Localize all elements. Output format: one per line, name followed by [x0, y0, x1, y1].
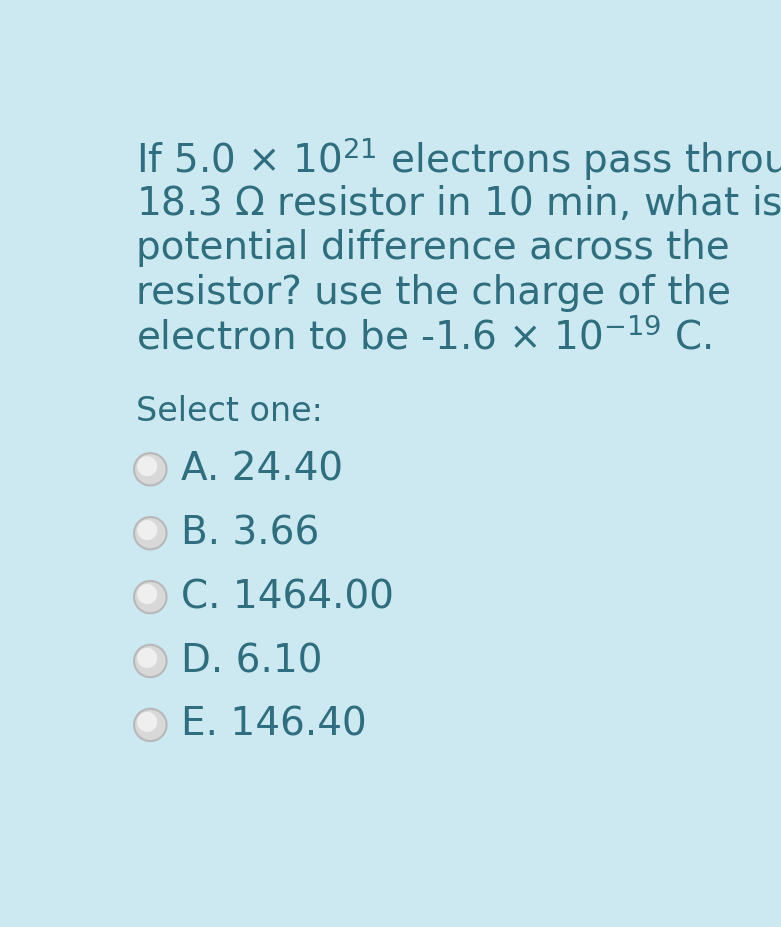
Circle shape [137, 584, 157, 604]
Circle shape [134, 709, 166, 741]
Circle shape [137, 712, 157, 731]
Text: B. 3.66: B. 3.66 [181, 514, 319, 552]
Text: 18.3 $\Omega$ resistor in 10 min, what is the: 18.3 $\Omega$ resistor in 10 min, what i… [137, 184, 781, 223]
Text: A. 24.40: A. 24.40 [181, 451, 344, 489]
Circle shape [137, 648, 157, 668]
Text: potential difference across the: potential difference across the [137, 229, 730, 267]
Circle shape [134, 645, 166, 678]
Text: If 5.0 $\times$ 10$^{21}$ electrons pass through a: If 5.0 $\times$ 10$^{21}$ electrons pass… [137, 135, 781, 183]
Text: electron to be -1.6 $\times$ 10$^{-19}$ C.: electron to be -1.6 $\times$ 10$^{-19}$ … [137, 318, 711, 358]
Circle shape [134, 581, 166, 614]
Text: E. 146.40: E. 146.40 [181, 706, 367, 744]
Text: resistor? use the charge of the: resistor? use the charge of the [137, 274, 731, 312]
Text: Select one:: Select one: [137, 395, 323, 428]
Circle shape [134, 453, 166, 486]
Circle shape [137, 520, 157, 540]
Text: C. 1464.00: C. 1464.00 [181, 578, 394, 616]
Text: D. 6.10: D. 6.10 [181, 642, 323, 680]
Circle shape [137, 456, 157, 476]
Circle shape [134, 517, 166, 550]
